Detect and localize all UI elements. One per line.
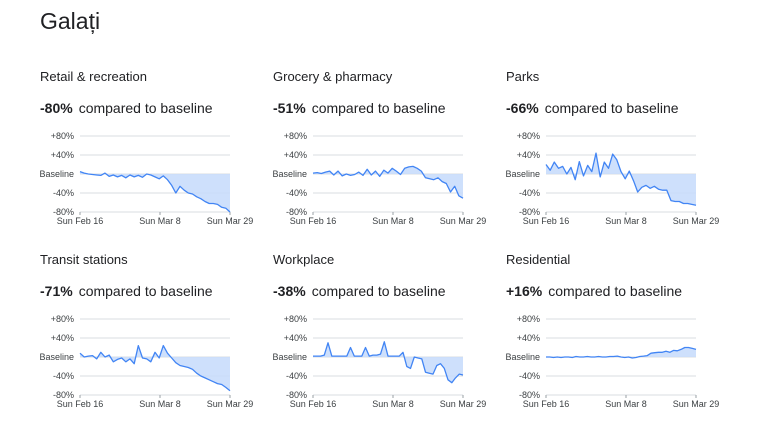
y-tick-label: -40% <box>519 371 540 381</box>
y-tick-label: +40% <box>51 333 74 343</box>
y-tick-label: +40% <box>284 150 307 160</box>
y-tick-label: +80% <box>284 131 307 141</box>
y-tick-label: Baseline <box>39 352 74 362</box>
y-tick-label: +80% <box>51 131 74 141</box>
x-tick-label: Sun Feb 16 <box>290 399 337 409</box>
chart-panel-transit: Transit stations -71% compared to baselin… <box>39 252 272 442</box>
y-tick-label: Baseline <box>272 352 307 362</box>
y-tick-label: +80% <box>284 314 307 324</box>
chart-title: Retail & recreation <box>40 69 147 84</box>
y-tick-label: +40% <box>517 150 540 160</box>
y-tick-label: -40% <box>519 188 540 198</box>
x-tick-label: Sun Mar 8 <box>605 216 647 226</box>
chart-title: Workplace <box>273 252 335 267</box>
x-tick-label: Sun Feb 16 <box>57 399 104 409</box>
x-tick-label: Sun Mar 8 <box>372 216 414 226</box>
x-tick-label: Sun Feb 16 <box>523 216 570 226</box>
change-caption: compared to baseline <box>544 100 679 116</box>
y-tick-label: +80% <box>517 131 540 141</box>
x-tick-label: Sun Mar 29 <box>440 399 487 409</box>
change-value: -80% <box>40 100 73 116</box>
y-tick-label: -80% <box>519 390 540 400</box>
change-value: -51% <box>273 100 306 116</box>
mobility-chart: +80% +40% Baseline -40% -80%Sun Feb 16 Sun Ma… <box>505 131 720 226</box>
chart-panel-workplace: Workplace -38% compared to baseline +80% +… <box>272 252 505 442</box>
x-tick-label: Sun Mar 29 <box>673 399 720 409</box>
x-tick-label: Sun Mar 8 <box>139 216 181 226</box>
change-caption: compared to baseline <box>78 283 213 299</box>
series-line <box>313 341 464 384</box>
x-tick-label: Sun Mar 29 <box>207 216 254 226</box>
series-area <box>80 345 230 391</box>
y-tick-label: Baseline <box>505 352 540 362</box>
y-tick-label: Baseline <box>505 169 540 179</box>
y-tick-label: Baseline <box>39 169 74 179</box>
chart-panel-retail: Retail & recreation -80% compared to base… <box>39 69 272 259</box>
mobility-chart: +80% +40% Baseline -40% -80%Sun Feb 16 Sun Ma… <box>272 131 487 226</box>
series-area <box>80 171 230 212</box>
series-line <box>546 346 697 359</box>
chart-title: Residential <box>506 252 571 267</box>
chart-panel-residential: Residential +16% compared to baseline +80… <box>505 252 738 442</box>
x-tick-label: Sun Feb 16 <box>290 216 337 226</box>
chart-title: Parks <box>506 69 540 84</box>
y-tick-label: -40% <box>286 188 307 198</box>
mobility-chart: +80% +40% Baseline -40% -80%Sun Feb 16 Sun Ma… <box>39 314 254 409</box>
change-summary: +16% compared to baseline <box>506 283 682 299</box>
x-tick-label: Sun Mar 29 <box>207 399 254 409</box>
series-line <box>312 165 464 199</box>
mobility-chart: +80% +40% Baseline -40% -80%Sun Feb 16 Sun Ma… <box>272 314 487 409</box>
chart-panel-parks: Parks -66% compared to baseline +80% +40% B… <box>505 69 738 259</box>
y-tick-label: -40% <box>286 371 307 381</box>
y-tick-label: -80% <box>53 390 74 400</box>
series-line <box>79 344 231 392</box>
series-line <box>545 152 697 206</box>
y-tick-label: +80% <box>517 314 540 324</box>
series-area <box>546 347 696 358</box>
series-area <box>546 153 696 206</box>
y-tick-label: +40% <box>51 150 74 160</box>
x-tick-label: Sun Mar 29 <box>440 216 487 226</box>
mobility-chart: +80% +40% Baseline -40% -80%Sun Feb 16 Sun Ma… <box>39 131 254 226</box>
y-tick-label: +40% <box>517 333 540 343</box>
x-tick-label: Sun Mar 8 <box>139 399 181 409</box>
y-tick-label: -40% <box>53 188 74 198</box>
x-tick-label: Sun Mar 29 <box>673 216 720 226</box>
change-summary: -38% compared to baseline <box>273 283 446 299</box>
series-area <box>313 166 463 199</box>
change-value: -66% <box>506 100 539 116</box>
change-caption: compared to baseline <box>78 100 213 116</box>
y-tick-label: -80% <box>286 390 307 400</box>
y-tick-label: +40% <box>284 333 307 343</box>
change-value: +16% <box>506 283 543 299</box>
mobility-chart: +80% +40% Baseline -40% -80%Sun Feb 16 Sun Ma… <box>505 314 720 409</box>
chart-title: Transit stations <box>40 252 128 267</box>
chart-panel-grocery: Grocery & pharmacy -51% compared to basel… <box>272 69 505 259</box>
chart-title: Grocery & pharmacy <box>273 69 393 84</box>
y-tick-label: -40% <box>53 371 74 381</box>
series-area <box>313 341 463 383</box>
change-summary: -51% compared to baseline <box>273 100 446 116</box>
x-tick-label: Sun Mar 8 <box>605 399 647 409</box>
change-summary: -66% compared to baseline <box>506 100 679 116</box>
change-caption: compared to baseline <box>548 283 683 299</box>
y-tick-label: -80% <box>286 207 307 217</box>
page-title: Galați <box>40 8 101 34</box>
y-tick-label: -80% <box>519 207 540 217</box>
change-caption: compared to baseline <box>311 283 446 299</box>
series-line <box>79 170 231 213</box>
y-tick-label: Baseline <box>272 169 307 179</box>
x-tick-label: Sun Feb 16 <box>57 216 104 226</box>
x-tick-label: Sun Feb 16 <box>523 399 570 409</box>
change-value: -38% <box>273 283 306 299</box>
x-tick-label: Sun Mar 8 <box>372 399 414 409</box>
change-summary: -71% compared to baseline <box>40 283 213 299</box>
change-caption: compared to baseline <box>311 100 446 116</box>
change-value: -71% <box>40 283 73 299</box>
change-summary: -80% compared to baseline <box>40 100 213 116</box>
y-tick-label: +80% <box>51 314 74 324</box>
y-tick-label: -80% <box>53 207 74 217</box>
